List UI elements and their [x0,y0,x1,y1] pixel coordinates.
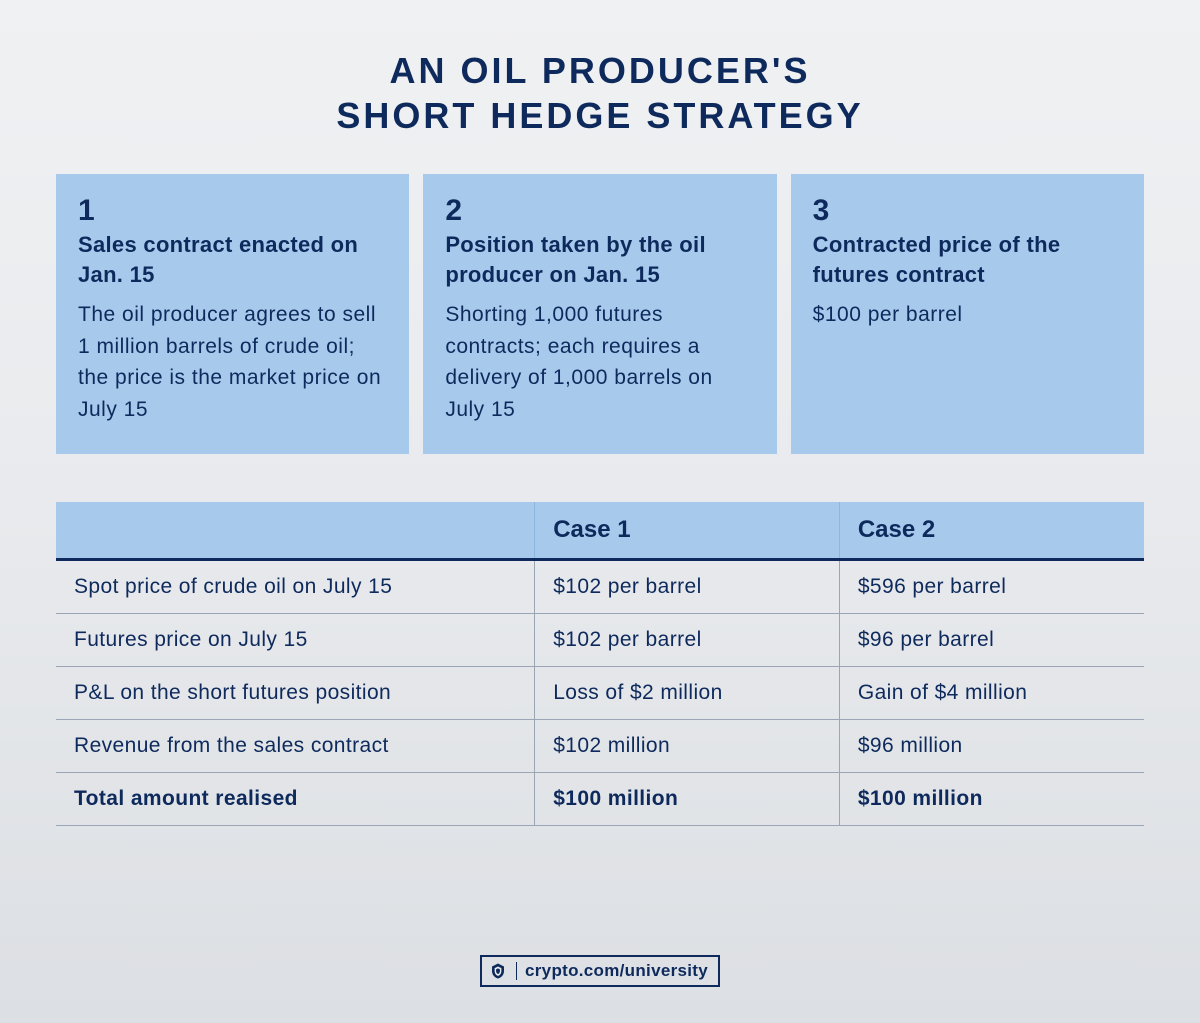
info-card-2: 2 Position taken by the oil producer on … [423,174,776,454]
card-number: 2 [445,194,754,228]
row-case1: $100 million [535,773,840,826]
title-line-2: SHORT HEDGE STRATEGY [336,95,863,136]
table-row: Revenue from the sales contract $102 mil… [56,720,1144,773]
table-row: Futures price on July 15 $102 per barrel… [56,614,1144,667]
cases-table: Case 1 Case 2 Spot price of crude oil on… [56,502,1144,826]
card-number: 3 [813,194,1122,228]
card-heading: Sales contract enacted on Jan. 15 [78,230,387,289]
table-header-blank [56,502,535,560]
row-case2: $100 million [839,773,1144,826]
card-heading: Position taken by the oil producer on Ja… [445,230,754,289]
card-body: $100 per barrel [813,299,1122,331]
footer-link-text: crypto.com/university [525,961,708,981]
info-cards-row: 1 Sales contract enacted on Jan. 15 The … [56,174,1144,454]
card-body: The oil producer agrees to sell 1 millio… [78,299,387,425]
page-title: AN OIL PRODUCER'S SHORT HEDGE STRATEGY [56,48,1144,138]
row-case2: $96 per barrel [839,614,1144,667]
table-row: P&L on the short futures position Loss o… [56,667,1144,720]
table-row-total: Total amount realised $100 million $100 … [56,773,1144,826]
row-label: Total amount realised [56,773,535,826]
card-heading: Contracted price of the futures contract [813,230,1122,289]
row-case1: Loss of $2 million [535,667,840,720]
table-row: Spot price of crude oil on July 15 $102 … [56,560,1144,614]
row-label: Futures price on July 15 [56,614,535,667]
card-number: 1 [78,194,387,228]
table-header-row: Case 1 Case 2 [56,502,1144,560]
info-card-3: 3 Contracted price of the futures contra… [791,174,1144,454]
footer-divider [516,962,517,980]
footer: crypto.com/university [0,955,1200,987]
row-case1: $102 million [535,720,840,773]
row-case2: Gain of $4 million [839,667,1144,720]
row-label: Spot price of crude oil on July 15 [56,560,535,614]
card-body: Shorting 1,000 futures contracts; each r… [445,299,754,425]
table-header-case2: Case 2 [839,502,1144,560]
row-case2: $596 per barrel [839,560,1144,614]
shield-logo-icon [488,961,508,981]
row-label: Revenue from the sales contract [56,720,535,773]
info-card-1: 1 Sales contract enacted on Jan. 15 The … [56,174,409,454]
row-case1: $102 per barrel [535,614,840,667]
row-label: P&L on the short futures position [56,667,535,720]
row-case1: $102 per barrel [535,560,840,614]
row-case2: $96 million [839,720,1144,773]
title-line-1: AN OIL PRODUCER'S [390,50,811,91]
footer-badge: crypto.com/university [480,955,720,987]
table-header-case1: Case 1 [535,502,840,560]
